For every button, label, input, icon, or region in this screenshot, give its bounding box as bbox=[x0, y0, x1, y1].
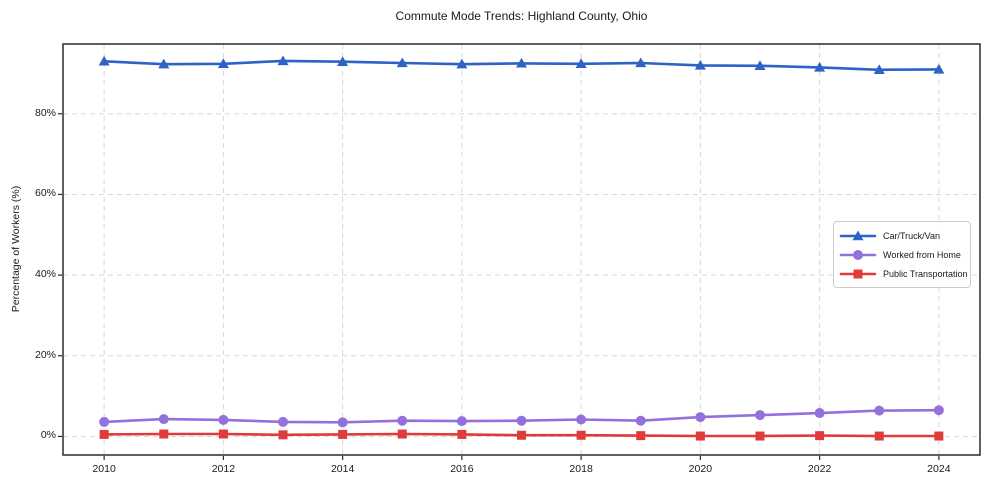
x-tick-label: 2010 bbox=[92, 463, 116, 475]
series-car-truck-van bbox=[98, 55, 945, 75]
x-tick-label: 2018 bbox=[569, 463, 593, 475]
y-tick-label: 0% bbox=[40, 429, 56, 442]
chart-title: Commute Mode Trends: Highland County, Oh… bbox=[395, 9, 648, 23]
legend-label: Worked from Home bbox=[883, 249, 961, 260]
plot-frame bbox=[62, 43, 981, 456]
data-series bbox=[98, 55, 945, 441]
legend-item-public-transportation: Public Transportation bbox=[839, 264, 968, 283]
circle-line-sample-icon bbox=[839, 249, 877, 260]
series-worked-from-home bbox=[99, 405, 944, 428]
y-tick-label: 20% bbox=[34, 348, 56, 361]
legend-item-worked-from-home: Worked from Home bbox=[839, 245, 964, 264]
y-tick-label: 60% bbox=[34, 187, 56, 200]
square-line-sample-icon bbox=[839, 269, 877, 278]
x-tick-label: 2022 bbox=[807, 463, 832, 475]
gridlines bbox=[63, 44, 980, 455]
x-tick-label: 2020 bbox=[688, 463, 713, 475]
x-tick-label: 2024 bbox=[927, 463, 951, 475]
legend-label: Public Transportation bbox=[883, 268, 968, 279]
legend-item-car-truck-van: Car/Truck/Van bbox=[839, 226, 964, 245]
x-tick-label: 2014 bbox=[330, 463, 355, 475]
x-tick-label: 2012 bbox=[211, 463, 236, 475]
x-tick-label: 2016 bbox=[450, 463, 474, 475]
axis-ticks bbox=[58, 113, 940, 460]
legend: Car/Truck/Van Worked from Home Public Tran… bbox=[833, 221, 971, 288]
legend-label: Car/Truck/Van bbox=[883, 230, 941, 241]
y-tick-label: 40% bbox=[34, 268, 56, 281]
y-axis-label: Percentage of Workers (%) bbox=[10, 185, 22, 313]
series-public-transportation bbox=[99, 429, 944, 441]
triangle-line-sample-icon bbox=[839, 230, 877, 240]
y-tick-label: 80% bbox=[34, 106, 56, 119]
